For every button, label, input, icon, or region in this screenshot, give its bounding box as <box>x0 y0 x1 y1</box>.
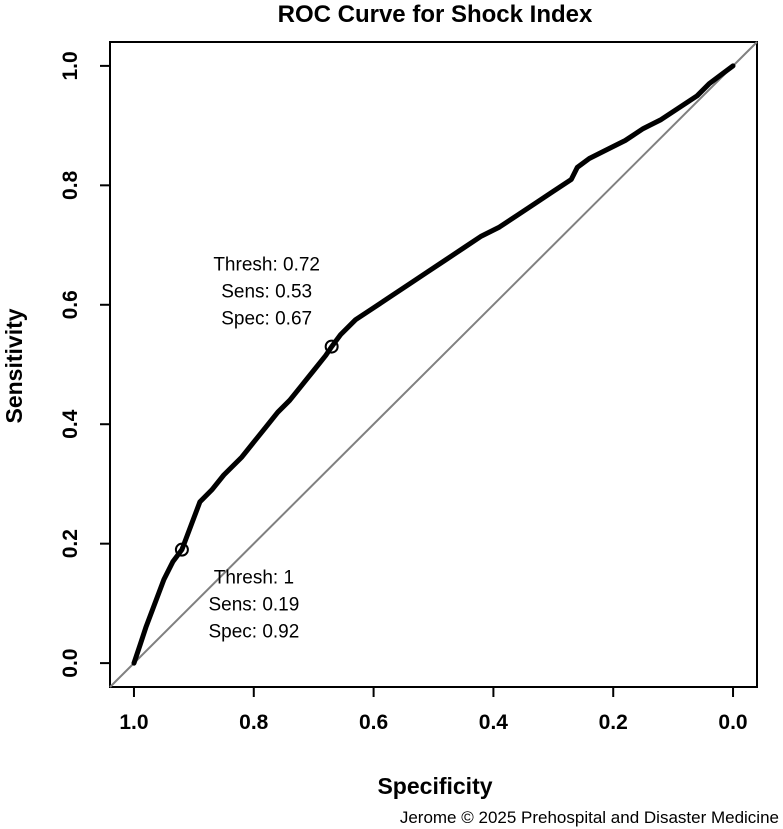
y-tick-label: 0.2 <box>59 529 82 558</box>
x-tick-label: 1.0 <box>119 711 148 734</box>
x-tick-label: 0.2 <box>599 711 628 734</box>
threshold-marker <box>324 339 339 354</box>
threshold-marker <box>174 542 189 557</box>
y-tick-label: 0.8 <box>59 170 82 200</box>
roc-curve-line <box>131 63 736 666</box>
y-axis-label: Sensitivity <box>1 308 27 423</box>
x-tick-label: 0.6 <box>359 711 388 734</box>
y-tick-label: 0.4 <box>59 409 82 439</box>
threshold-annotation-line: Thresh: 1 <box>214 568 294 589</box>
credit-line: Jerome © 2025 Prehospital and Disaster M… <box>400 808 779 827</box>
reference-diagonal <box>109 41 758 688</box>
threshold-annotation-line: Spec: 0.92 <box>208 622 299 643</box>
y-tick-label: 1.0 <box>59 51 82 80</box>
y-tick-label: 0.6 <box>59 290 82 319</box>
threshold-annotation-line: Sens: 0.53 <box>221 282 312 303</box>
threshold-annotation-line: Spec: 0.67 <box>221 309 312 330</box>
chart-title: ROC Curve for Shock Index <box>278 1 593 28</box>
x-tick-label: 0.0 <box>718 711 747 734</box>
threshold-annotation-line: Sens: 0.19 <box>208 595 299 616</box>
y-tick-label: 0.0 <box>59 649 82 678</box>
plot-frame <box>109 41 758 688</box>
x-tick-label: 0.4 <box>479 711 509 734</box>
threshold-annotation-line: Thresh: 0.72 <box>213 255 320 276</box>
x-tick-label: 0.8 <box>239 711 269 734</box>
x-axis-label: Specificity <box>377 773 492 799</box>
